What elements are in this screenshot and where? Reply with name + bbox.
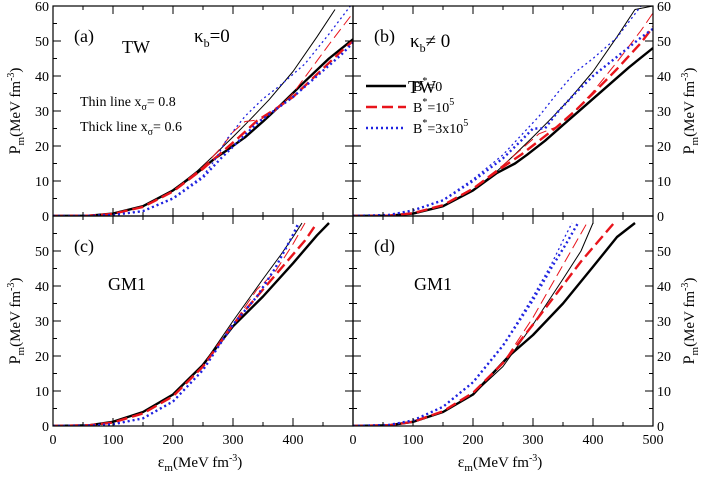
kappa-label-b: κb≠ 0 (410, 31, 450, 55)
model-label-c: GM1 (108, 274, 146, 294)
x-tick-label: 0 (350, 433, 357, 448)
y-tick-label-right: 60 (657, 0, 671, 15)
panel-d: (d) GM1 (352, 215, 654, 427)
panel-b: (b) TW κb≠ 0 (352, 5, 654, 217)
x-tick-label: 100 (103, 433, 124, 448)
series-line-b-5 (353, 27, 653, 216)
kappa-label-a: κb=0 (194, 26, 230, 50)
y-tick-label: 10 (35, 385, 49, 400)
x-tick-label: 500 (643, 433, 664, 448)
panel-d-curves (353, 222, 636, 426)
annotation-thin-line: Thin line xσ= 0.8 (80, 95, 176, 113)
series-line-c-3 (53, 222, 318, 426)
y-tick-label: 60 (35, 0, 49, 15)
panel-a-curves (53, 6, 353, 216)
x-tick-label: 300 (223, 433, 244, 448)
y-axis-title-bottom-right: Pm(MeV fm-3) (680, 278, 701, 365)
x-axis-title-right: εm(MeV fm-3) (458, 453, 543, 474)
panel-label-d: (d) (374, 236, 395, 257)
panel-label-a: (a) (74, 26, 94, 47)
y-tick-label-right: 20 (657, 350, 671, 365)
y-tick-label: 40 (35, 280, 49, 295)
y-tick-label: 30 (35, 105, 49, 120)
panel-c: (c) GM1 (52, 215, 354, 427)
y-tick-label-right: 30 (657, 105, 671, 120)
y-tick-label: 30 (35, 315, 49, 330)
y-axis-title-bottom-left: Pm(MeV fm-3) (6, 278, 27, 365)
y-axis-title-top-right: Pm(MeV fm-3) (680, 68, 701, 155)
series-line-b-3 (353, 26, 653, 216)
y-tick-label: 0 (42, 210, 49, 225)
model-label-a: TW (122, 37, 150, 57)
y-tick-label-right: 50 (657, 35, 671, 50)
y-tick-label-right: 30 (657, 315, 671, 330)
panel-b-frame (352, 5, 654, 217)
series-line-d-3 (353, 222, 615, 426)
panel-b-curves (353, 6, 653, 216)
legend-label-0: B*=0 (413, 76, 442, 95)
y-tick-label-right: 40 (657, 280, 671, 295)
y-tick-label: 50 (35, 245, 49, 260)
x-tick-label: 200 (463, 433, 484, 448)
series-line-b-4 (353, 6, 642, 216)
annotation-thick-line: Thick line xσ= 0.6 (80, 120, 182, 138)
y-tick-label-right: 0 (657, 420, 664, 435)
y-tick-label: 10 (35, 175, 49, 190)
series-line-a-3 (53, 40, 353, 216)
y-tick-label: 20 (35, 140, 49, 155)
y-tick-label-right: 40 (657, 70, 671, 85)
x-tick-label: 400 (283, 433, 304, 448)
y-tick-label-right: 10 (657, 385, 671, 400)
panel-c-curves (53, 222, 330, 426)
x-tick-label: 300 (523, 433, 544, 448)
panel-label-b: (b) (374, 26, 395, 47)
y-tick-label: 0 (42, 420, 49, 435)
series-line-d-5 (353, 222, 580, 426)
x-tick-label: 0 (50, 433, 57, 448)
y-tick-label: 20 (35, 350, 49, 365)
series-line-b-2 (353, 12, 653, 216)
x-tick-label: 100 (403, 433, 424, 448)
y-tick-label: 40 (35, 70, 49, 85)
series-line-d-1 (353, 222, 636, 426)
model-label-d: GM1 (414, 274, 452, 294)
model-label-b: TW (408, 77, 436, 97)
y-tick-label-right: 10 (657, 175, 671, 190)
legend-label-1: B*=105 (413, 97, 454, 116)
y-tick-label: 50 (35, 35, 49, 50)
x-axis-title-left: εm(MeV fm-3) (158, 453, 243, 474)
legend: B*=0 B*=105 B*=3x105 (366, 76, 468, 137)
x-tick-label: 400 (583, 433, 604, 448)
series-line-a-5 (53, 41, 353, 216)
y-tick-label-right: 50 (657, 245, 671, 260)
series-line-c-1 (53, 222, 330, 426)
y-tick-label-right: 0 (657, 210, 664, 225)
x-tick-label: 200 (163, 433, 184, 448)
y-tick-label-right: 20 (657, 140, 671, 155)
panel-label-c: (c) (74, 236, 94, 257)
y-axis-title-top-left: Pm(MeV fm-3) (6, 68, 27, 155)
series-line-b-0 (353, 6, 653, 216)
legend-label-2: B*=3x105 (413, 118, 468, 137)
